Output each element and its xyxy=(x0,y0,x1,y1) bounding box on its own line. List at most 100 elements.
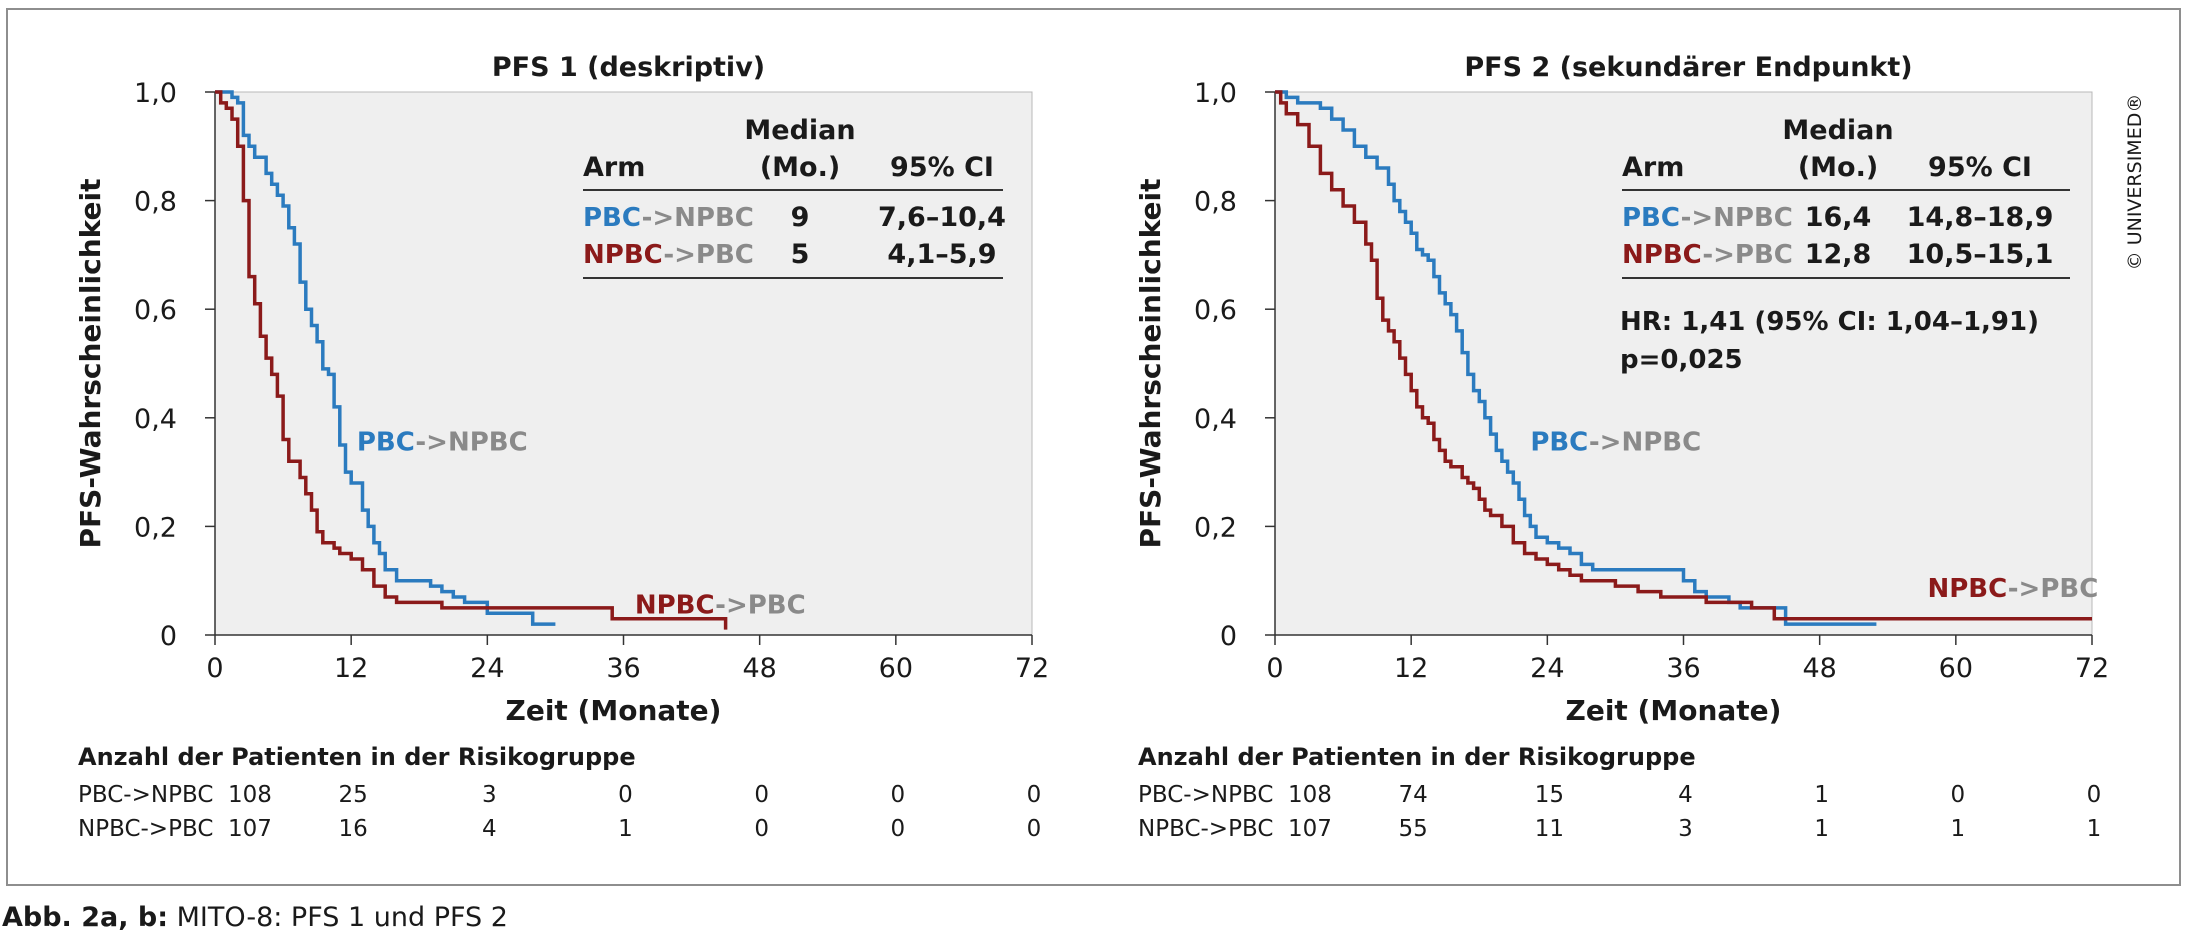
median-table-median-value: 9 xyxy=(791,202,810,233)
median-table-header-ci: 95% CI xyxy=(1928,152,2032,183)
median-table-header-median: Median xyxy=(1782,115,1893,146)
x-tick-label: 24 xyxy=(470,653,504,684)
chart-panel-1: PFS 1 (deskriptiv) 0 12 24 36 48 60 72 0 0,2 0,4 0,… xyxy=(74,52,1049,842)
risk-table-value: 0 xyxy=(618,782,633,808)
x-tick-label: 12 xyxy=(1394,653,1428,684)
median-table-median-value: 16,4 xyxy=(1805,202,1872,233)
median-table-arm-part-a: PBC xyxy=(583,203,642,233)
y-tick-label: 1,0 xyxy=(134,78,177,109)
risk-table-value: 11 xyxy=(1535,816,1564,842)
plot-area xyxy=(214,91,1033,636)
x-tick-label: 24 xyxy=(1530,653,1564,684)
median-table-ci-value: 10,5–15,1 xyxy=(1907,239,2054,270)
risk-table-row-label: NPBC->PBC xyxy=(78,816,213,842)
x-tick-label: 72 xyxy=(1015,653,1049,684)
risk-table-value: 0 xyxy=(1027,816,1042,842)
y-tick-label: 0,6 xyxy=(134,295,177,326)
median-table-header-mo: (Mo.) xyxy=(1798,152,1878,183)
risk-table-value: 0 xyxy=(2087,782,2102,808)
series-label-npbc-pbc-part-b: ->PBC xyxy=(715,590,806,620)
risk-table-title: Anzahl der Patienten in der Risikogruppe xyxy=(1138,743,1696,771)
km-curve-pbc-npbc xyxy=(215,90,556,626)
y-tick-label: 0,2 xyxy=(134,512,177,543)
median-table-header-mo: (Mo.) xyxy=(760,152,840,183)
chart-panel-2: PFS 2 (sekundärer Endpunkt) 0 12 24 36 48 60 72… xyxy=(1134,52,2109,842)
risk-table-value: 4 xyxy=(1678,782,1693,808)
risk-table-value: 0 xyxy=(891,782,906,808)
y-axis-label: PFS-Wahrscheinlichkeit xyxy=(1134,179,1167,549)
median-table-arm-part-a: NPBC xyxy=(583,240,663,270)
series-label-pbc-npbc: PBC->NPBC xyxy=(1530,427,1701,457)
x-tick-label: 36 xyxy=(1666,653,1700,684)
y-tick-label: 0 xyxy=(160,621,177,652)
median-table-arm: PBC->NPBC xyxy=(583,203,754,233)
series-label-pbc-npbc-part-a: PBC xyxy=(1530,427,1589,457)
y-tick-label: 0,2 xyxy=(1194,512,1237,543)
risk-table-row-label: PBC->NPBC xyxy=(78,782,213,808)
median-table-arm-part-b: ->NPBC xyxy=(1681,203,1793,233)
series-label-npbc-pbc-part-a: NPBC xyxy=(1927,574,2007,604)
figure-caption: Abb. 2a, b: MITO-8: PFS 1 und PFS 2 xyxy=(2,902,508,933)
hr-annotation: p=0,025 xyxy=(1620,345,1743,375)
risk-table-value: 107 xyxy=(228,816,272,842)
y-tick-label: 0,8 xyxy=(1194,187,1237,218)
series-label-npbc-pbc-part-a: NPBC xyxy=(635,590,715,620)
x-tick-label: 36 xyxy=(606,653,640,684)
series-label-pbc-npbc-part-a: PBC xyxy=(357,427,416,457)
x-tick-label: 0 xyxy=(206,653,223,684)
risk-table-value: 1 xyxy=(1814,816,1829,842)
risk-table-row-label: PBC->NPBC xyxy=(1138,782,1273,808)
risk-table-value: 55 xyxy=(1399,816,1428,842)
caption-text: MITO-8: PFS 1 und PFS 2 xyxy=(168,902,508,933)
risk-table-value: 1 xyxy=(2087,816,2102,842)
x-tick-label: 48 xyxy=(742,653,776,684)
y-tick-label: 0,6 xyxy=(1194,295,1237,326)
median-table-arm: NPBC->PBC xyxy=(583,240,754,270)
median-table-arm-part-a: PBC xyxy=(1622,203,1681,233)
x-tick-label: 72 xyxy=(2075,653,2109,684)
series-label-pbc-npbc-part-b: ->NPBC xyxy=(1589,427,1701,457)
risk-table-value: 107 xyxy=(1288,816,1332,842)
risk-table-value: 3 xyxy=(482,782,497,808)
copyright-notice: © UNIVERSIMED® xyxy=(2124,93,2146,271)
risk-table-value: 1 xyxy=(1814,782,1829,808)
km-curve-pbc-npbc xyxy=(1275,90,1877,626)
risk-table-value: 74 xyxy=(1399,782,1428,808)
risk-table-value: 1 xyxy=(1951,816,1966,842)
median-table-arm-part-b: ->PBC xyxy=(1702,240,1793,270)
risk-table-value: 0 xyxy=(754,816,769,842)
series-label-pbc-npbc: PBC->NPBC xyxy=(357,427,528,457)
chart-title: PFS 2 (sekundärer Endpunkt) xyxy=(1464,52,1912,83)
series-label-npbc-pbc-part-b: ->PBC xyxy=(2008,574,2099,604)
median-table-arm-part-a: NPBC xyxy=(1622,240,1702,270)
chart-title: PFS 1 (deskriptiv) xyxy=(492,52,765,83)
median-table-arm: PBC->NPBC xyxy=(1622,203,1793,233)
median-table-median-value: 12,8 xyxy=(1805,239,1872,270)
km-curve-npbc-pbc xyxy=(215,90,728,630)
x-axis-label: Zeit (Monate) xyxy=(506,694,722,727)
median-table-arm-part-b: ->NPBC xyxy=(642,203,754,233)
risk-table-value: 108 xyxy=(1288,782,1332,808)
risk-table-value: 16 xyxy=(339,816,368,842)
y-tick-label: 0,4 xyxy=(1194,404,1237,435)
series-label-pbc-npbc-part-b: ->NPBC xyxy=(415,427,527,457)
median-table-ci-value: 7,6–10,4 xyxy=(878,202,1006,233)
median-table-arm: NPBC->PBC xyxy=(1622,240,1793,270)
median-table-arm-part-b: ->PBC xyxy=(663,240,754,270)
risk-table-row-label: NPBC->PBC xyxy=(1138,816,1273,842)
x-tick-label: 48 xyxy=(1802,653,1836,684)
plot-area xyxy=(1274,91,2093,636)
risk-table-value: 4 xyxy=(482,816,497,842)
risk-table-value: 15 xyxy=(1535,782,1564,808)
risk-table-value: 3 xyxy=(1678,816,1693,842)
y-tick-label: 0 xyxy=(1220,621,1237,652)
hr-annotation: HR: 1,41 (95% CI: 1,04–1,91) xyxy=(1620,307,2039,337)
x-tick-label: 0 xyxy=(1266,653,1283,684)
risk-table-value: 108 xyxy=(228,782,272,808)
y-axis-label: PFS-Wahrscheinlichkeit xyxy=(74,179,107,549)
y-tick-label: 1,0 xyxy=(1194,78,1237,109)
x-tick-label: 12 xyxy=(334,653,368,684)
series-label-npbc-pbc: NPBC->PBC xyxy=(1927,574,2098,604)
median-table-header-median: Median xyxy=(744,115,855,146)
